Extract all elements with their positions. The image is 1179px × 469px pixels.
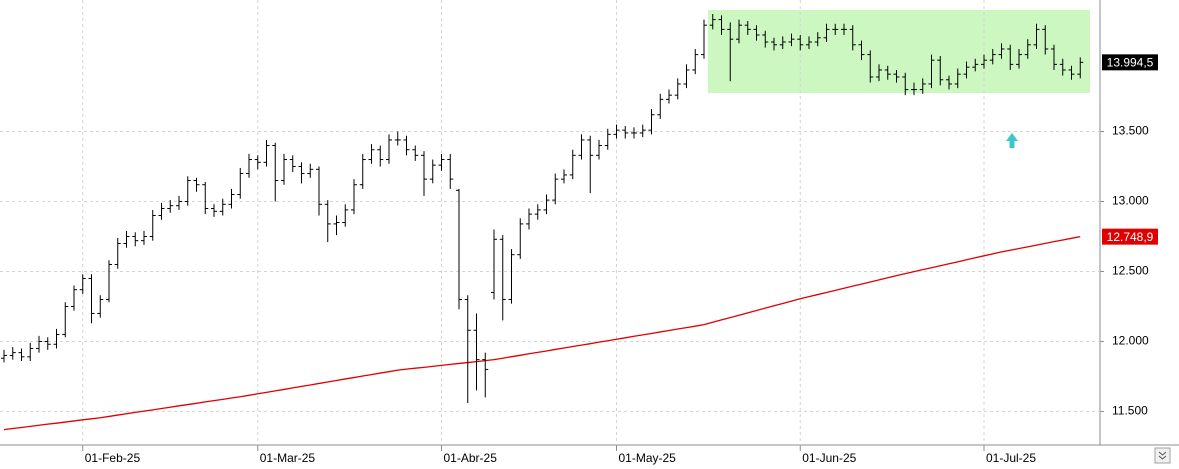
x-tick-label: 01-Abr-25: [444, 451, 498, 465]
x-tick-label: 01-Jul-25: [986, 451, 1036, 465]
signal-arrow: [1006, 133, 1018, 148]
y-tick-label: 12.000: [1112, 334, 1149, 348]
x-tick-label: 01-Feb-25: [85, 451, 141, 465]
scroll-chevron: [1158, 451, 1167, 456]
x-tick-label: 01-Mar-25: [260, 451, 316, 465]
last-average-label-box: [1102, 228, 1158, 245]
x-tick-label: 01-May-25: [619, 451, 677, 465]
y-tick-label: 12.500: [1112, 264, 1149, 278]
last-price-label: 13.994,5: [1107, 56, 1154, 70]
y-tick-label: 11.500: [1112, 404, 1148, 418]
scroll-chevron: [1158, 455, 1167, 460]
last-average-label: 12.748,9: [1107, 230, 1154, 244]
scroll-button[interactable]: [1154, 447, 1171, 464]
last-price-label-box: [1102, 54, 1158, 71]
x-tick-label: 01-Jun-25: [802, 451, 856, 465]
highlight-zone: [708, 10, 1090, 93]
y-tick-label: 13.000: [1112, 194, 1149, 208]
moving-average-line: [3, 236, 1081, 431]
y-tick-label: 13.500: [1112, 124, 1149, 138]
